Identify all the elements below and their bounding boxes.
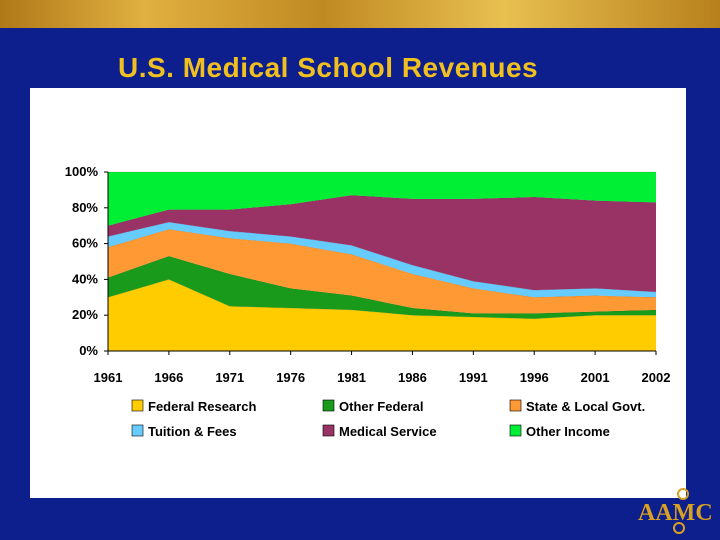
legend-swatch xyxy=(131,424,144,437)
page-title: U.S. Medical School Revenues xyxy=(118,52,539,83)
y-tick-label: 20% xyxy=(72,307,98,322)
x-tick-label: 1966 xyxy=(154,370,183,385)
legend-label: State & Local Govt. xyxy=(526,399,645,414)
top-banner xyxy=(0,0,720,28)
x-tick-label: 2001 xyxy=(581,370,610,385)
x-tick-label: 2002 xyxy=(642,370,671,385)
y-tick-label: 40% xyxy=(72,271,98,286)
area-state-local-govt xyxy=(108,229,656,314)
legend-swatch xyxy=(322,424,335,437)
legend-label: Medical Service xyxy=(339,424,437,439)
legend-swatch xyxy=(322,399,335,412)
logo-bottom-ring xyxy=(673,522,685,534)
area-other-federal xyxy=(108,256,656,319)
x-tick-label: 1991 xyxy=(459,370,488,385)
area-tuition-fees xyxy=(108,222,656,298)
chart-panel: 0% 20% 40% 60% 80% 100% 1961 1966 1971 1976 1981 19… xyxy=(30,88,686,498)
legend-swatch xyxy=(131,399,144,412)
logo-text: AAMC xyxy=(638,500,712,526)
area-other-income xyxy=(108,172,656,226)
legend-label: Tuition & Fees xyxy=(148,424,237,439)
x-tick-label: 1976 xyxy=(276,370,305,385)
area-chart: 0% 20% 40% 60% 80% 100% 1961 1966 1971 1976 1981 19… xyxy=(65,164,671,439)
legend-label: Federal Research xyxy=(148,399,256,414)
y-tick-label: 60% xyxy=(72,236,98,251)
x-tick-label: 1981 xyxy=(337,370,366,385)
y-tick-label: 100% xyxy=(65,164,99,179)
x-tick-label: 1996 xyxy=(520,370,549,385)
x-tick-label: 1971 xyxy=(215,370,244,385)
x-tick-label: 1986 xyxy=(398,370,427,385)
legend-swatch xyxy=(509,399,522,412)
area-medical-service xyxy=(108,195,656,292)
y-tick-label: 0% xyxy=(79,343,98,358)
legend-swatch xyxy=(509,424,522,437)
logo-top-ring xyxy=(677,488,689,500)
legend-label: Other Income xyxy=(526,424,610,439)
area-federal-research xyxy=(108,279,656,351)
legend-label: Other Federal xyxy=(339,399,424,414)
aamc-logo: AAMC xyxy=(638,488,712,534)
y-tick-label: 80% xyxy=(72,200,98,215)
x-tick-label: 1961 xyxy=(94,370,123,385)
